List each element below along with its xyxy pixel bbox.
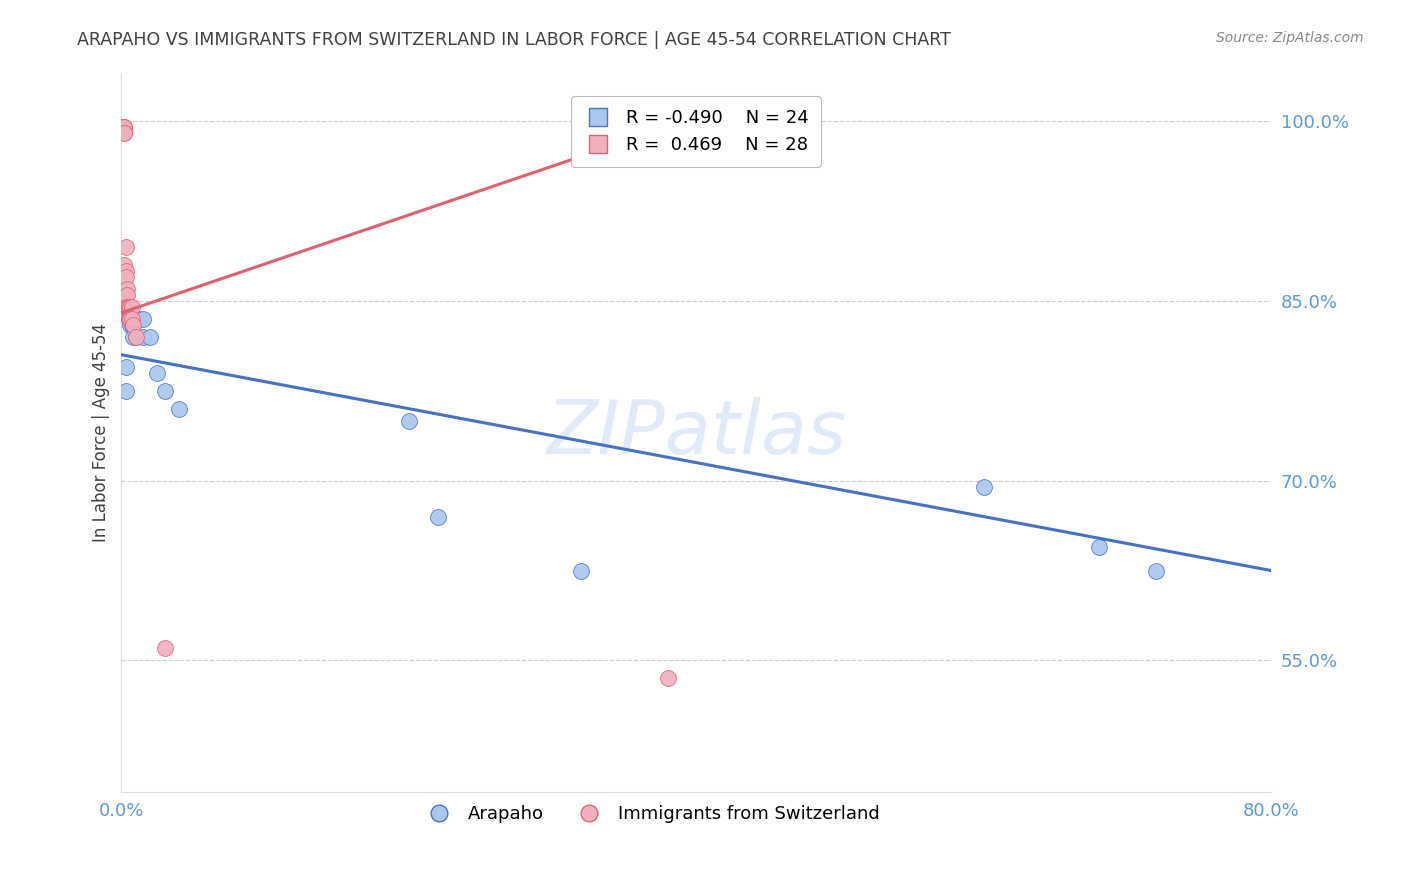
Point bbox=[125, 330, 148, 344]
Point bbox=[111, 120, 134, 134]
Point bbox=[120, 318, 142, 332]
Point bbox=[153, 641, 176, 656]
Point bbox=[167, 401, 190, 416]
Point bbox=[120, 300, 142, 314]
Point bbox=[125, 311, 148, 326]
Point bbox=[153, 384, 176, 398]
Point bbox=[973, 480, 995, 494]
Point bbox=[146, 366, 169, 380]
Point bbox=[125, 330, 148, 344]
Point bbox=[112, 126, 135, 140]
Point bbox=[114, 240, 136, 254]
Text: ZIPatlas: ZIPatlas bbox=[546, 397, 846, 468]
Point bbox=[1087, 540, 1109, 554]
Point bbox=[120, 311, 142, 326]
Point bbox=[112, 120, 135, 134]
Point bbox=[111, 120, 134, 134]
Text: Source: ZipAtlas.com: Source: ZipAtlas.com bbox=[1216, 31, 1364, 45]
Point bbox=[132, 311, 155, 326]
Point bbox=[117, 300, 139, 314]
Point bbox=[122, 330, 145, 344]
Point bbox=[122, 318, 145, 332]
Point bbox=[121, 311, 143, 326]
Point bbox=[569, 564, 592, 578]
Point bbox=[114, 359, 136, 374]
Point bbox=[114, 384, 136, 398]
Point bbox=[114, 287, 136, 301]
Point bbox=[112, 258, 135, 272]
Point bbox=[121, 300, 143, 314]
Point bbox=[111, 120, 134, 134]
Point bbox=[120, 306, 142, 320]
Point bbox=[115, 300, 138, 314]
Y-axis label: In Labor Force | Age 45-54: In Labor Force | Age 45-54 bbox=[93, 323, 110, 542]
Point bbox=[117, 306, 139, 320]
Point bbox=[1144, 564, 1167, 578]
Point bbox=[398, 414, 420, 428]
Point bbox=[657, 672, 679, 686]
Point bbox=[132, 330, 155, 344]
Point bbox=[117, 311, 139, 326]
Point bbox=[121, 318, 143, 332]
Point bbox=[114, 264, 136, 278]
Legend: Arapaho, Immigrants from Switzerland: Arapaho, Immigrants from Switzerland bbox=[413, 797, 887, 830]
Point bbox=[112, 120, 135, 134]
Point bbox=[115, 300, 138, 314]
Point bbox=[426, 509, 449, 524]
Point bbox=[112, 126, 135, 140]
Point bbox=[117, 300, 139, 314]
Point bbox=[115, 282, 138, 296]
Point bbox=[122, 318, 145, 332]
Point bbox=[117, 311, 139, 326]
Point bbox=[111, 120, 134, 134]
Point bbox=[114, 269, 136, 284]
Text: ARAPAHO VS IMMIGRANTS FROM SWITZERLAND IN LABOR FORCE | AGE 45-54 CORRELATION CH: ARAPAHO VS IMMIGRANTS FROM SWITZERLAND I… bbox=[77, 31, 952, 49]
Point bbox=[139, 330, 162, 344]
Point bbox=[128, 311, 150, 326]
Point bbox=[115, 287, 138, 301]
